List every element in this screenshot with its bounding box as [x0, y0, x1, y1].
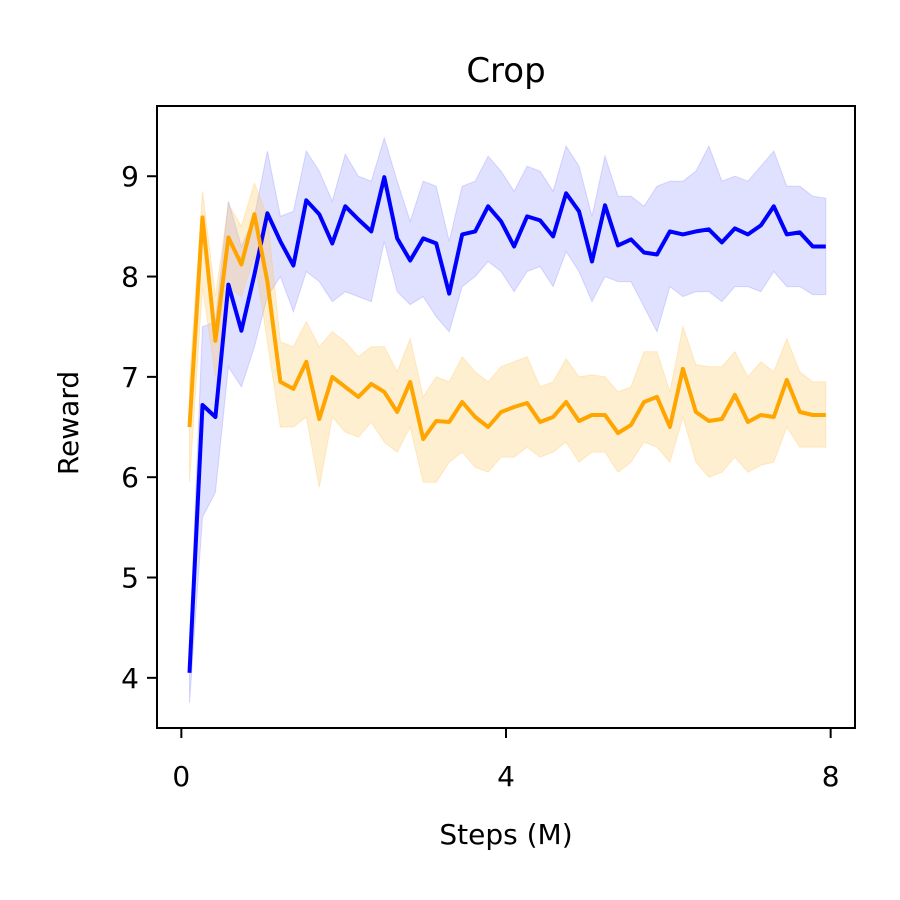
y-axis: 4 5 6 7 8 9: [121, 160, 157, 695]
x-axis-label: Steps (M): [439, 818, 572, 851]
y-tick-label: 5: [121, 562, 139, 595]
y-tick-label: 8: [121, 261, 139, 294]
x-tick-label: 8: [822, 760, 840, 793]
series-2-line: [187, 212, 826, 442]
x-axis: 0 4 8: [172, 728, 840, 793]
y-tick-label: 6: [121, 461, 139, 494]
y-tick-label: 9: [121, 160, 139, 193]
chart-title: Crop: [466, 51, 545, 91]
x-tick-label: 4: [497, 760, 515, 793]
y-axis-label: Reward: [52, 371, 85, 475]
plot-area: [187, 136, 827, 703]
y-tick-label: 7: [121, 361, 139, 394]
y-tick-label: 4: [121, 662, 139, 695]
series-2-band: [189, 181, 827, 488]
series-1-band: [189, 136, 827, 703]
series-1-line: [187, 175, 826, 673]
x-tick-label: 0: [172, 760, 190, 793]
